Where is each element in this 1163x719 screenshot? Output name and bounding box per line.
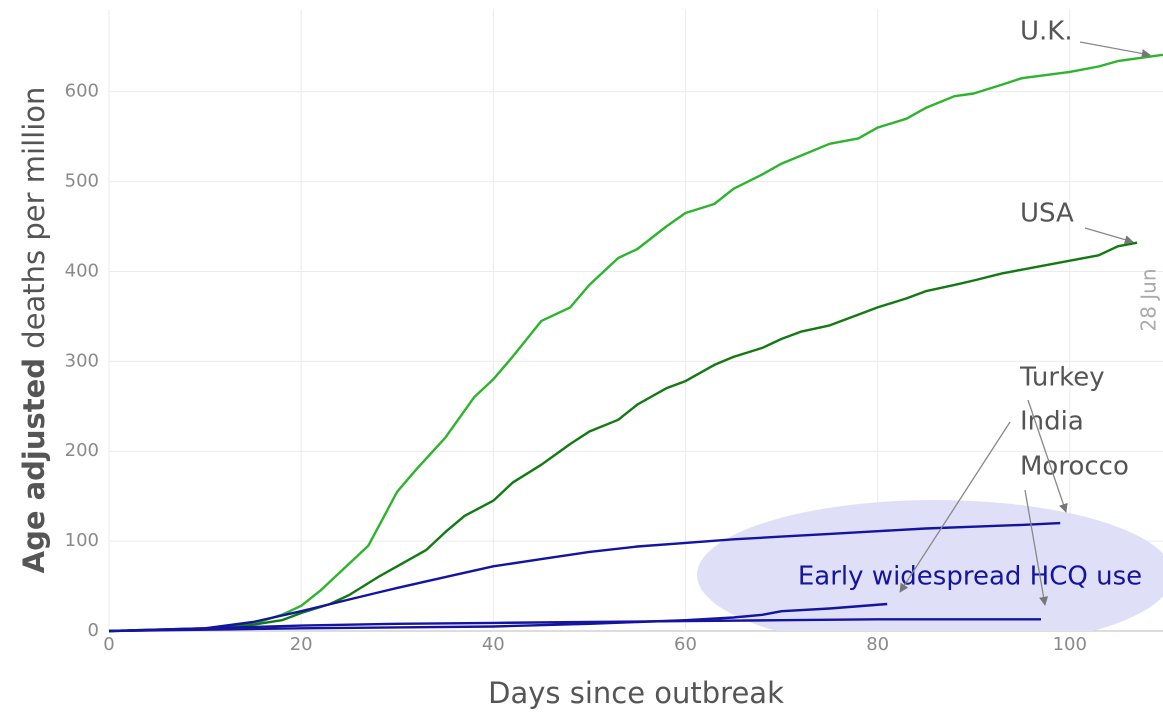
series-label: Turkey xyxy=(1019,363,1105,393)
arrow xyxy=(1079,41,1151,58)
x-tick-label: 100 xyxy=(1053,634,1087,655)
y-axis-label-rest: deaths per million xyxy=(17,87,51,349)
series-line xyxy=(108,618,1041,633)
x-tick-label: 80 xyxy=(866,634,889,655)
arrows xyxy=(899,41,1151,606)
series-label: India xyxy=(1020,407,1084,437)
x-tick-label: 20 xyxy=(290,634,313,655)
y-tick-label: 300 xyxy=(65,350,99,371)
arrow xyxy=(1024,489,1049,606)
series-line xyxy=(108,521,1061,633)
shaded-label: Early widespread HCQ use xyxy=(798,562,1142,592)
series-line xyxy=(108,53,1163,633)
series-label: Morocco xyxy=(1020,452,1129,482)
date-note: 28 Jun xyxy=(1137,268,1161,331)
arrow xyxy=(1084,227,1134,245)
y-tick-label: 500 xyxy=(65,171,99,192)
x-tick-label: 60 xyxy=(674,634,697,655)
lines xyxy=(108,53,1163,633)
y-tick-label: 100 xyxy=(65,530,99,551)
x-tick-label: 0 xyxy=(103,634,114,655)
arrow xyxy=(899,421,1011,593)
y-tick-label: 200 xyxy=(65,440,99,461)
y-axis-label-bold: Age adjusted xyxy=(17,358,51,573)
y-tick-label: 400 xyxy=(65,260,99,281)
series-label: USA xyxy=(1020,199,1074,229)
x-axis-label: Days since outbreak xyxy=(488,676,784,710)
y-tick-label: 600 xyxy=(65,81,99,102)
grid: 0 100 200 300 400 500 600 0 20 40 60 80 100 xyxy=(65,9,1163,655)
series-label: U.K. xyxy=(1020,17,1073,47)
y-axis-label: Age adjusted deaths per million xyxy=(17,87,51,574)
arrow xyxy=(1027,399,1068,513)
series-line xyxy=(108,241,1138,633)
x-tick-label: 40 xyxy=(482,634,505,655)
y-tick-label: 0 xyxy=(88,620,99,641)
